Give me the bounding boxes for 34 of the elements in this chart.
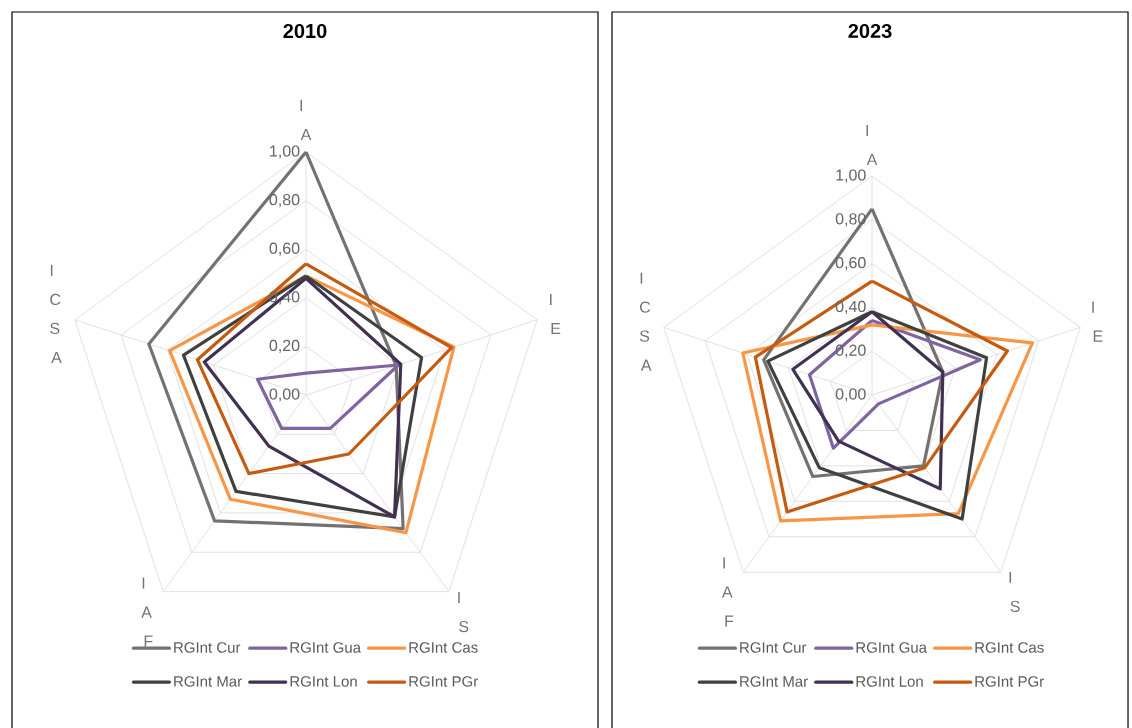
legend-label: RGInt Lon xyxy=(856,676,923,687)
spoke-label: IE xyxy=(550,293,561,334)
y-tick-label: 0,00 xyxy=(835,388,866,402)
spoke-label: IA xyxy=(300,100,312,141)
spoke-label: IE xyxy=(1092,301,1103,342)
y-tick-label: 0,20 xyxy=(835,344,866,358)
y-tick-label: 0,20 xyxy=(269,339,300,354)
legend-label: RGInt PGr xyxy=(975,676,1044,687)
spoke-label: IA xyxy=(866,125,878,166)
spoke-label: IAF xyxy=(141,577,153,647)
legend-label: RGInt Cur xyxy=(174,642,241,653)
spoke-label: IAF xyxy=(721,557,734,627)
spoke-label: ICSA xyxy=(639,272,652,371)
chart-title: 2010 xyxy=(283,23,327,39)
legend-label: RGInt Lon xyxy=(290,676,357,687)
legend-label: RGInt Cas xyxy=(409,642,478,653)
y-tick-label: 0,40 xyxy=(835,300,866,315)
legend-label: RGInt Mar xyxy=(174,676,242,687)
y-tick-label: 1,00 xyxy=(270,145,300,159)
legend-label: RGInt PGr xyxy=(409,676,478,687)
spoke-label: IS xyxy=(1009,571,1020,613)
legend-label: RGInt Mar xyxy=(740,676,808,687)
chart-title: 2023 xyxy=(848,23,892,39)
spoke-label: IS xyxy=(458,592,469,633)
y-tick-label: 0,80 xyxy=(269,193,300,208)
y-tick-label: 0,60 xyxy=(269,242,300,256)
legend-label: RGInt Cur xyxy=(740,642,807,653)
y-tick-label: 0,60 xyxy=(835,256,866,271)
legend-label: RGInt Gua xyxy=(290,642,362,653)
legend-label: RGInt Cas xyxy=(975,642,1044,653)
legend-label: RGInt Gua xyxy=(856,642,928,653)
spoke-label: ICSA xyxy=(50,264,62,363)
y-tick-label: 0,00 xyxy=(269,388,300,402)
y-tick-label: 1,00 xyxy=(836,169,866,183)
